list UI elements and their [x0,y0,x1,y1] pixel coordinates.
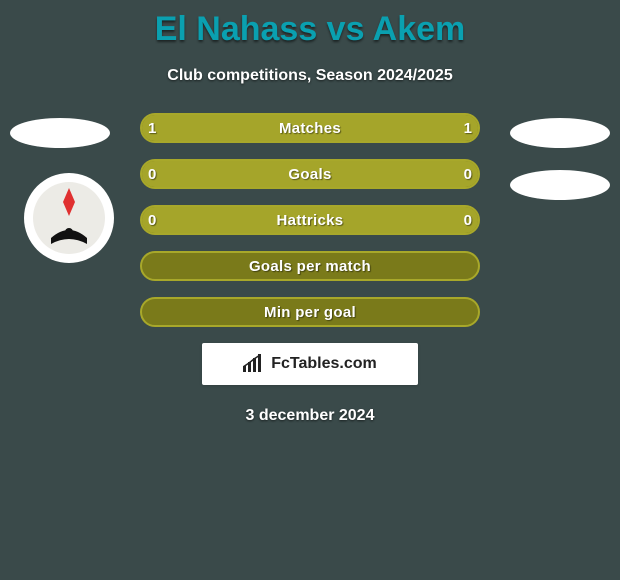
stat-label: Min per goal [142,299,478,325]
comparison-panel: 1 Matches 1 0 Goals 0 0 Hattricks 0 Goal… [0,113,620,473]
stat-row-matches: 1 Matches 1 [140,113,480,143]
player-left-oval [10,118,110,148]
stat-bars: 1 Matches 1 0 Goals 0 0 Hattricks 0 Goal… [140,113,480,425]
stat-row-goals-per-match: Goals per match [140,251,480,281]
date-text: 3 december 2024 [140,407,480,425]
stat-right-value [442,253,472,279]
player-right-oval-2 [510,170,610,200]
team-badge-inner [33,182,105,254]
bar-chart-icon [243,354,265,375]
stat-label: Hattricks [142,207,478,233]
stat-label: Goals per match [142,253,478,279]
stat-label: Matches [142,115,478,141]
subtitle: Club competitions, Season 2024/2025 [0,67,620,85]
page-title: El Nahass vs Akem [0,0,620,49]
stat-right-value: 0 [442,207,472,233]
stat-row-hattricks: 0 Hattricks 0 [140,205,480,235]
player-right-oval-1 [510,118,610,148]
badge-svg [33,182,105,254]
stat-right-value [442,299,472,325]
stat-label: Goals [142,161,478,187]
brand-text: FcTables.com [271,355,377,373]
stat-row-goals: 0 Goals 0 [140,159,480,189]
brand-box: FcTables.com [202,343,418,385]
stat-right-value: 1 [442,115,472,141]
team-badge [24,173,114,263]
stat-row-min-per-goal: Min per goal [140,297,480,327]
stat-right-value: 0 [442,161,472,187]
